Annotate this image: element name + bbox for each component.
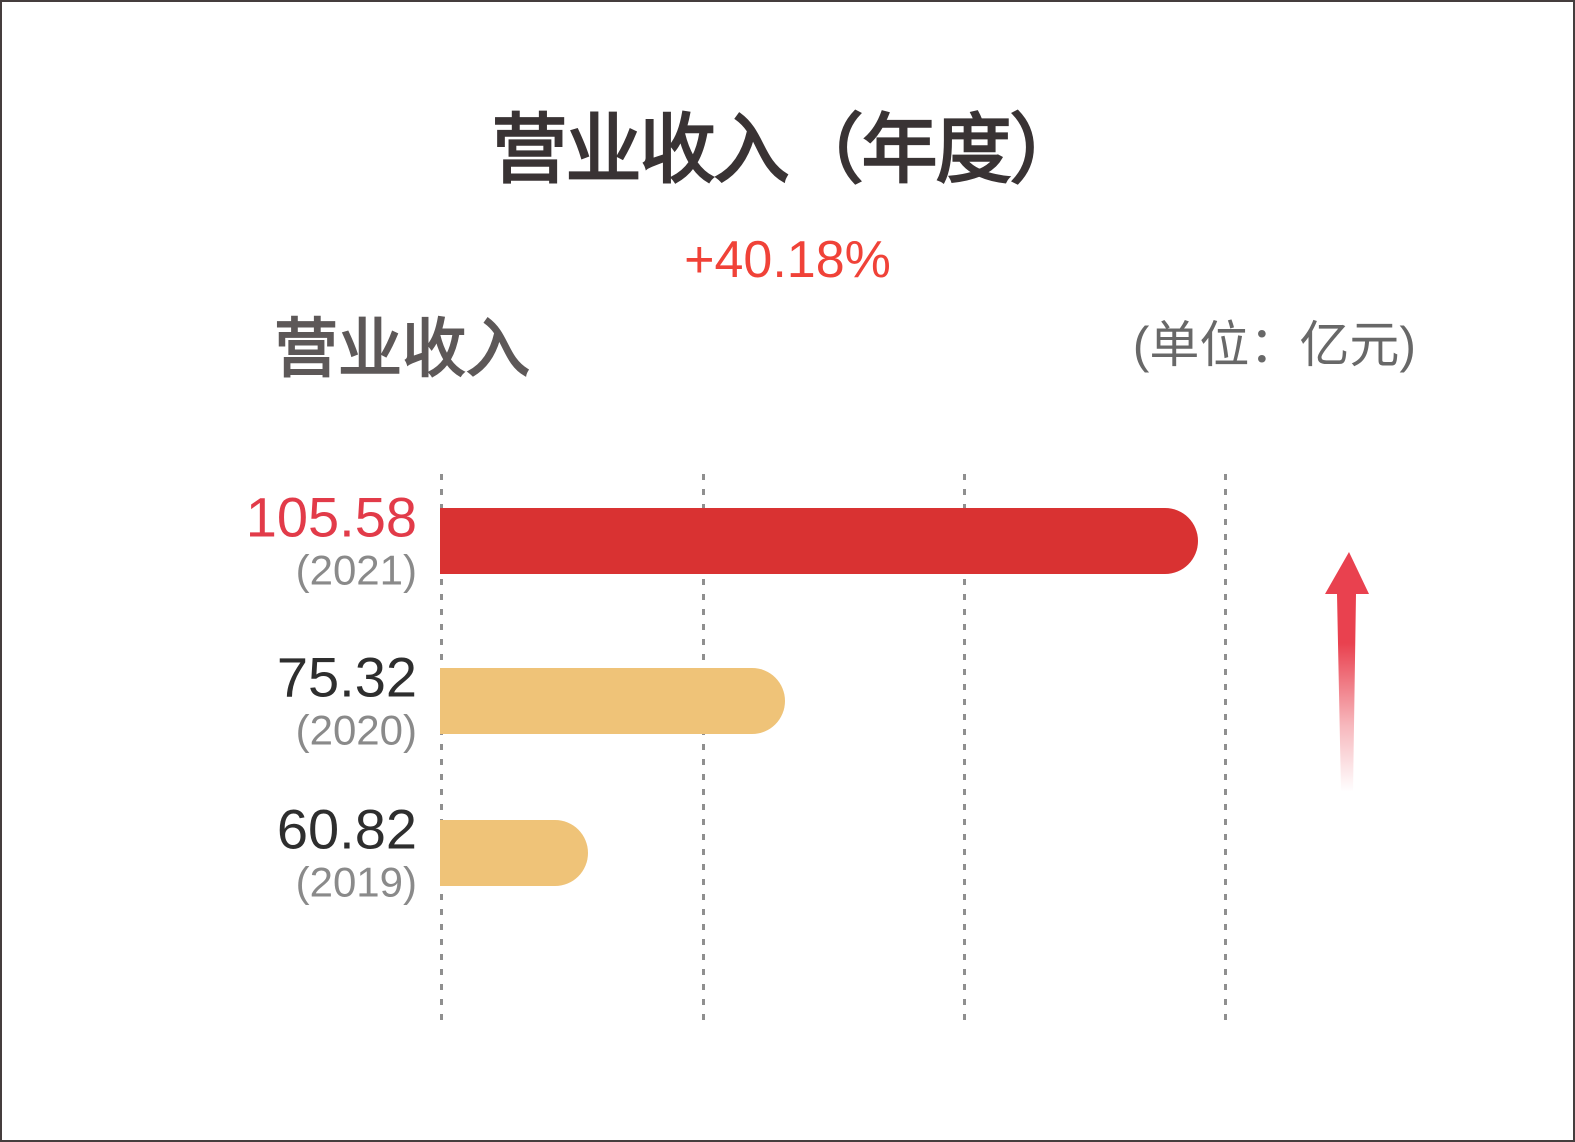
- bar-value-2020: 75.32: [276, 645, 417, 709]
- gridline: [963, 474, 966, 1029]
- bar-row-2020: 75.32 (2020): [2, 649, 1573, 753]
- bar-label-2021: 105.58 (2021): [245, 485, 417, 594]
- gridline: [440, 474, 443, 1029]
- bar-2021: [440, 508, 1198, 574]
- bar-2019: [440, 820, 588, 886]
- bar-row-2019: 60.82 (2019): [2, 801, 1573, 905]
- bar-value-2019: 60.82: [276, 797, 417, 861]
- bar-label-2019: 60.82 (2019): [276, 797, 417, 906]
- growth-percentage-label: +40.18%: [684, 231, 891, 289]
- gridline: [1224, 474, 1227, 1029]
- series-name-label: 营业收入: [274, 313, 530, 385]
- chart-title: 营业收入（年度）: [491, 108, 1086, 193]
- bar-row-2021: 105.58 (2021): [2, 489, 1573, 593]
- bar-year-2019: (2019): [295, 858, 417, 906]
- bar-label-2020: 75.32 (2020): [276, 645, 417, 754]
- gridline: [702, 474, 705, 1029]
- growth-up-arrow-icon: [1325, 552, 1369, 792]
- unit-label: (单位：亿元): [1132, 317, 1416, 373]
- bar-2020: [440, 668, 785, 734]
- bar-year-2021: (2021): [295, 546, 417, 594]
- bar-year-2020: (2020): [295, 706, 417, 754]
- bar-value-2021: 105.58: [245, 485, 417, 549]
